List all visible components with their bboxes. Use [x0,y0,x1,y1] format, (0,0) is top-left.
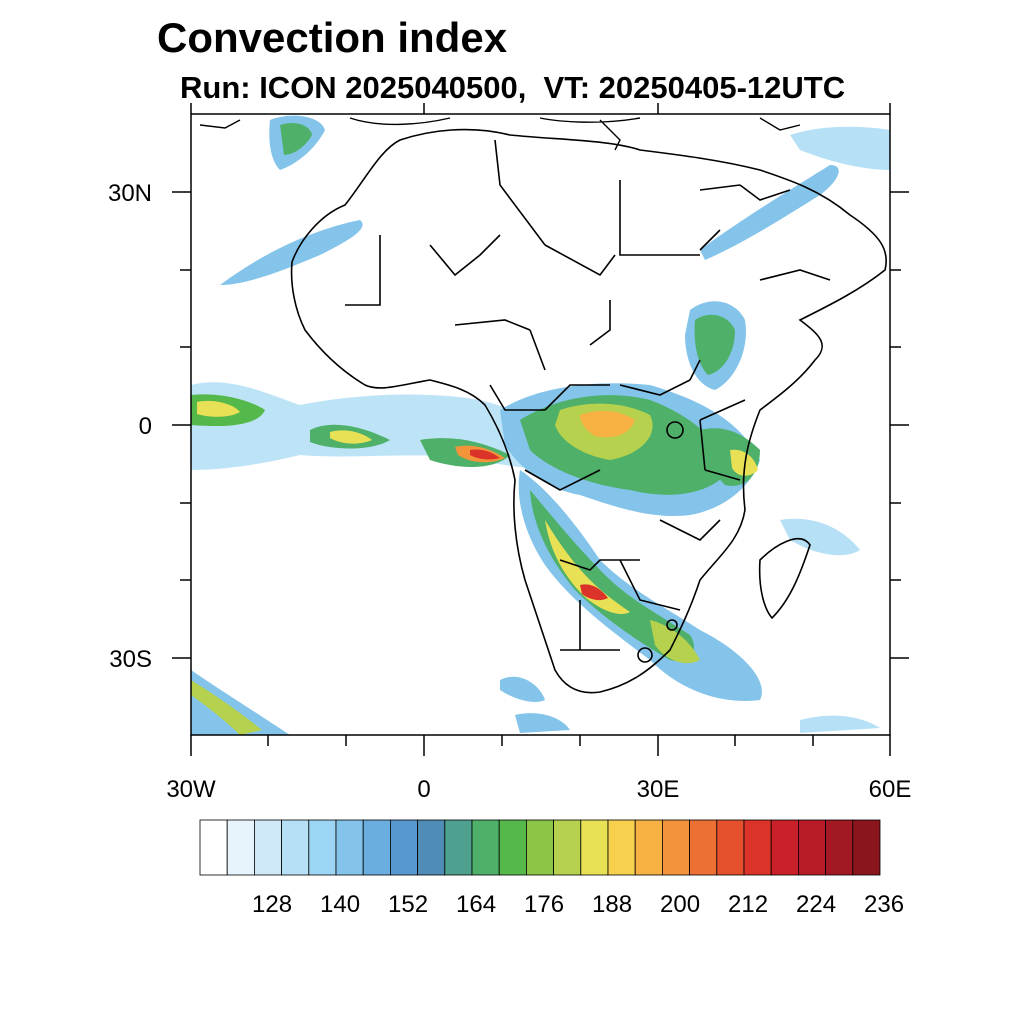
colorbar-swatch [253,819,282,876]
colorbar-label: 188 [592,891,632,918]
lat-ticks [172,191,909,659]
colorbar-label: 236 [864,891,904,918]
colorbar-swatch [226,819,255,876]
europe-coastline [199,117,801,151]
colorbar-swatch [580,819,609,876]
colorbar-label: 128 [252,891,292,918]
colorbar-labels: 128 140 152 164 176 188 200 212 224 236 [252,891,904,918]
colorbar-label: 200 [660,891,700,918]
colorbar-label: 152 [388,891,428,918]
chart-subtitle: Run: ICON 2025040500, VT: 20250405-12UTC [180,70,846,105]
colorbar-swatch [743,819,772,876]
colorbar-swatch [798,819,827,876]
colorbar-label: 224 [796,891,836,918]
colorbar-label: 212 [728,891,768,918]
colorbar-swatch [199,819,228,876]
lon-ticks [190,103,891,756]
colorbar-swatch [770,819,799,876]
colorbar-swatch [553,819,582,876]
colorbar-swatch [335,819,364,876]
colorbar-swatch [498,819,527,876]
colorbar-swatch [444,819,473,876]
lon-label-30w: 30W [166,776,216,803]
colorbar-swatch [825,819,854,876]
colorbar-swatch [852,819,881,876]
colorbar-swatch [526,819,555,876]
colorbar-swatch [634,819,663,876]
colorbar-swatch [389,819,418,876]
colorbar-label: 176 [524,891,564,918]
lat-label-30n: 30N [108,180,152,207]
lon-label-0: 0 [417,776,430,803]
colorbar-swatch [362,819,391,876]
colorbar [199,819,881,876]
lat-label-30s: 30S [109,646,152,673]
lon-label-30e: 30E [637,776,680,803]
lat-label-0: 0 [139,413,152,440]
colorbar-swatch [281,819,310,876]
colorbar-label: 140 [320,891,360,918]
colorbar-swatch [607,819,636,876]
colorbar-swatch [417,819,446,876]
colorbar-label: 164 [456,891,496,918]
map-plot-area [191,114,890,735]
lon-label-60e: 60E [869,776,912,803]
colorbar-swatch [662,819,691,876]
colorbar-swatch [308,819,337,876]
chart-title: Convection index [157,14,508,61]
convection-field [191,115,890,735]
colorbar-swatch [716,819,745,876]
colorbar-swatch [689,819,718,876]
colorbar-swatch [471,819,500,876]
coastlines-and-borders [290,128,887,694]
